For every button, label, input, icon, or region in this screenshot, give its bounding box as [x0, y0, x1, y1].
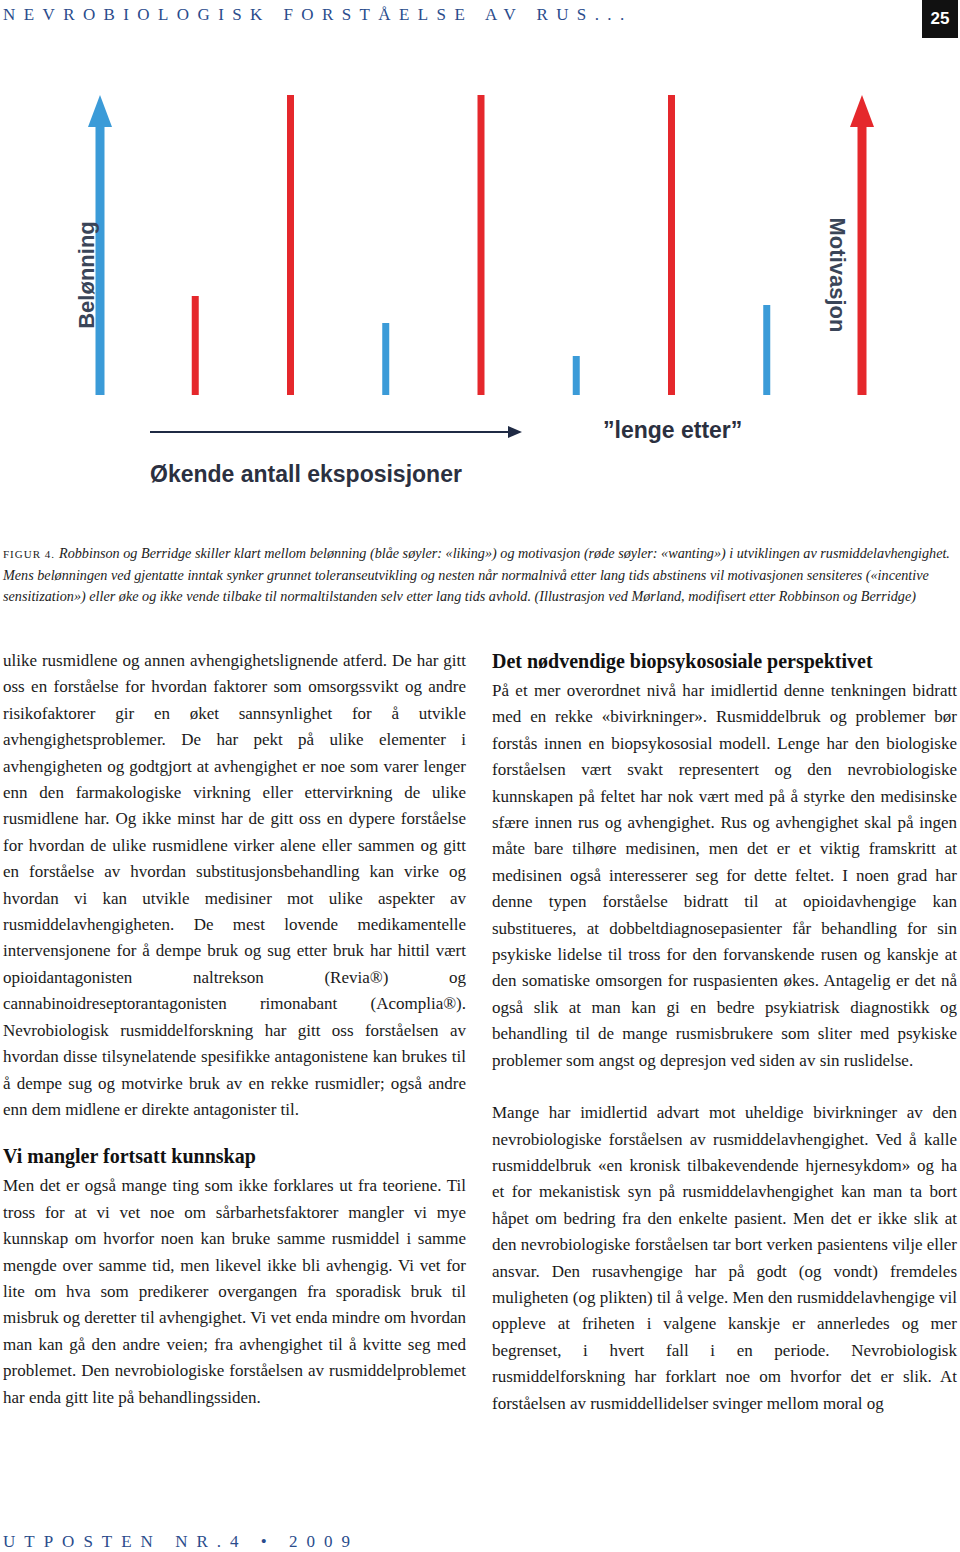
annotation: ”lenge etter” — [603, 417, 742, 443]
page-number: 25 — [922, 0, 958, 38]
running-title: NEVROBIOLOGISK FORSTÅELSE AV RUS... — [3, 5, 633, 25]
paragraph: På et mer overordnet nivå har imidlertid… — [492, 678, 957, 1074]
paragraph: Men det er også mange ting som ikke fork… — [3, 1173, 466, 1411]
figure: Belønning Motivasjon Økende antall eksposi… — [0, 0, 960, 510]
caption-text: Robbinson og Berridge skiller klart mell… — [3, 545, 950, 604]
bar — [382, 323, 389, 395]
footer: UTPOSTEN NR.4 • 2009 — [3, 1532, 359, 1552]
x-arrow-line — [150, 431, 510, 433]
bar — [573, 356, 580, 395]
series-label: Belønning — [74, 221, 99, 329]
section-heading: Det nødvendige biopsykososiale perspekti… — [492, 648, 957, 674]
series-label: Motivasjon — [825, 218, 850, 333]
bar — [668, 95, 675, 395]
x-arrow-head — [508, 426, 522, 438]
text-column: Det nødvendige biopsykososiale perspekti… — [492, 648, 957, 1417]
caption: FIGUR 4.Robbinson og Berridge skiller kl… — [3, 543, 955, 607]
section-heading: Vi mangler fortsatt kunnskap — [3, 1143, 466, 1169]
text-column: ulike rusmidlene og annen avhengighetsli… — [3, 648, 466, 1411]
bar — [192, 296, 199, 395]
paragraph: Mange har imidlertid advart mot uheldige… — [492, 1100, 957, 1417]
bar — [478, 95, 485, 395]
bar — [763, 305, 770, 395]
paragraph: ulike rusmidlene og annen avhengighetsli… — [3, 648, 466, 1123]
x-axis-label: Økende antall eksposisjoner — [150, 461, 462, 487]
arrow-bar — [850, 95, 874, 395]
caption-label: FIGUR 4. — [3, 548, 55, 560]
bars — [88, 95, 874, 395]
bar — [287, 95, 294, 395]
